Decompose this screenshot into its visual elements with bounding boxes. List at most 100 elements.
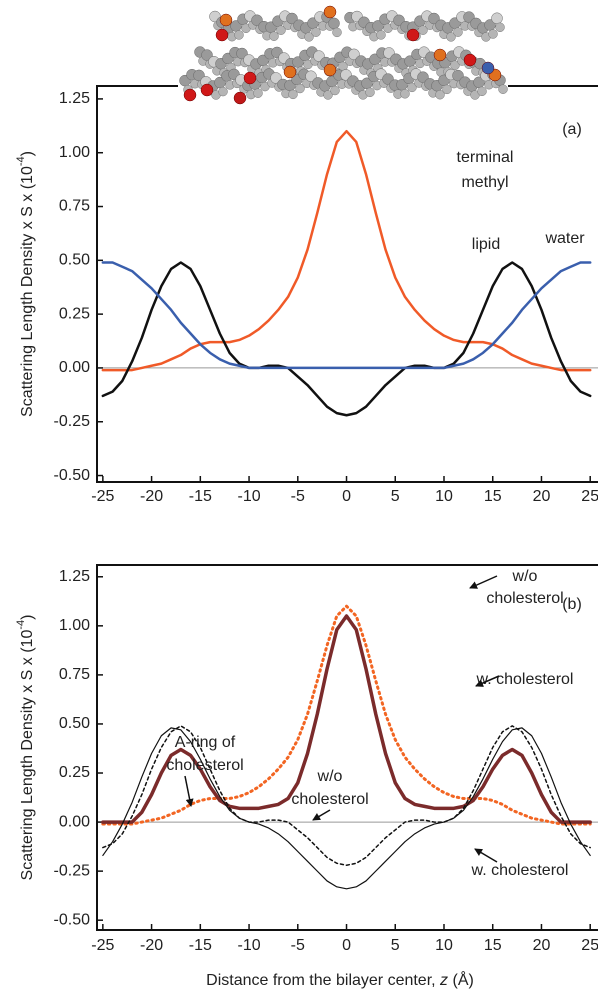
x-tick-label: -25 xyxy=(91,488,114,505)
arrow xyxy=(312,809,331,821)
arrow xyxy=(475,675,500,687)
atom xyxy=(233,91,247,105)
y-axis-label-part: -4 xyxy=(15,156,27,166)
x-axis-label: Distance from the bilayer center, z (Å) xyxy=(206,970,474,989)
y-tick-label: -0.25 xyxy=(54,413,91,430)
atom xyxy=(400,89,410,99)
atom xyxy=(433,48,447,62)
atom xyxy=(234,30,244,40)
series-label: water xyxy=(544,230,585,247)
atom xyxy=(276,25,286,35)
y-tick-label: 0.25 xyxy=(59,305,90,322)
series-label: cholesterol xyxy=(291,791,368,808)
x-tick-label: 10 xyxy=(435,488,453,505)
arrow xyxy=(184,775,194,807)
annotation: A-ring of xyxy=(175,734,236,751)
atom xyxy=(253,88,263,98)
atom xyxy=(495,22,505,33)
x-tick-label: -5 xyxy=(291,488,305,505)
y-axis-label-part: ) xyxy=(19,151,36,156)
annotation: cholesterol xyxy=(166,757,243,774)
panel-label: (b) xyxy=(562,596,582,613)
y-tick-label: 0.50 xyxy=(59,252,90,269)
y-tick-label: 0.75 xyxy=(59,666,90,683)
series-label: w/o xyxy=(317,768,343,785)
atom xyxy=(311,27,321,37)
x-tick-label: -10 xyxy=(237,937,260,954)
atom xyxy=(332,27,342,38)
atom xyxy=(283,65,297,79)
panel-label: (a) xyxy=(562,121,582,138)
y-tick-label: 0.75 xyxy=(59,198,90,215)
x-tick-label: 10 xyxy=(435,937,453,954)
x-tick-label: 5 xyxy=(391,937,400,954)
y-tick-label: 0.00 xyxy=(59,359,90,376)
atom xyxy=(295,83,305,94)
y-tick-label: 1.00 xyxy=(59,617,90,634)
atom xyxy=(323,63,337,77)
y-tick-label: 1.25 xyxy=(59,90,90,107)
atom xyxy=(498,84,508,94)
atom xyxy=(406,28,420,42)
x-axis-label-part: Distance from the bilayer center, xyxy=(206,972,440,989)
x-tick-label: 15 xyxy=(484,488,502,505)
x-axis-label-part: z xyxy=(439,972,448,989)
series-label: w. cholesterol xyxy=(476,671,574,688)
y-tick-label: 0.25 xyxy=(59,764,90,781)
x-tick-label: 15 xyxy=(484,937,502,954)
atom xyxy=(442,84,452,95)
atom xyxy=(463,53,477,67)
series-label: methyl xyxy=(461,174,508,191)
atom xyxy=(215,28,229,42)
atom xyxy=(453,27,463,37)
y-tick-label: -0.50 xyxy=(54,911,91,928)
x-tick-label: -15 xyxy=(189,488,212,505)
series-line xyxy=(102,727,591,890)
atom xyxy=(218,86,228,97)
x-tick-label: -10 xyxy=(237,488,260,505)
atom xyxy=(435,89,445,100)
x-axis-label-part: (Å) xyxy=(448,970,474,989)
atom xyxy=(446,32,456,42)
series-label: cholesterol xyxy=(486,590,563,607)
y-tick-label: 1.25 xyxy=(59,568,90,585)
x-tick-label: 25 xyxy=(581,937,598,954)
series-line xyxy=(101,129,592,372)
y-tick-label: 0.50 xyxy=(59,715,90,732)
series-label: terminal xyxy=(457,149,514,166)
y-axis-label: Scattering Length Density x S x (10-4) xyxy=(15,151,36,417)
y-tick-label: -0.25 xyxy=(54,862,91,879)
x-tick-label: -5 xyxy=(291,937,305,954)
x-tick-label: -20 xyxy=(140,937,163,954)
atom xyxy=(183,88,197,102)
series-line xyxy=(101,261,592,417)
atom xyxy=(491,12,503,25)
atom xyxy=(323,90,333,100)
series-line xyxy=(101,604,592,826)
series-label: w/o xyxy=(512,568,538,585)
atom xyxy=(200,83,214,97)
atom xyxy=(219,13,233,27)
x-tick-label: 25 xyxy=(581,488,598,505)
y-axis-label-part: Scattering Length Density x S x (10 xyxy=(19,630,36,881)
atom xyxy=(450,60,460,70)
atom xyxy=(330,85,340,96)
arrow xyxy=(469,575,498,589)
atom xyxy=(488,29,498,39)
series-label: w. cholesterol xyxy=(471,862,569,879)
x-tick-label: 20 xyxy=(533,488,551,505)
y-tick-label: 1.00 xyxy=(59,144,90,161)
x-tick-label: -15 xyxy=(189,937,212,954)
series-label: lipid xyxy=(472,236,500,253)
x-tick-label: 0 xyxy=(342,937,351,954)
axes-frame xyxy=(96,564,598,931)
series-line xyxy=(101,261,592,370)
x-tick-label: 0 xyxy=(342,488,351,505)
molecule-illustration xyxy=(178,0,508,105)
atom xyxy=(407,82,417,93)
x-tick-label: -20 xyxy=(140,488,163,505)
atom xyxy=(376,30,386,40)
arrow xyxy=(474,848,498,863)
